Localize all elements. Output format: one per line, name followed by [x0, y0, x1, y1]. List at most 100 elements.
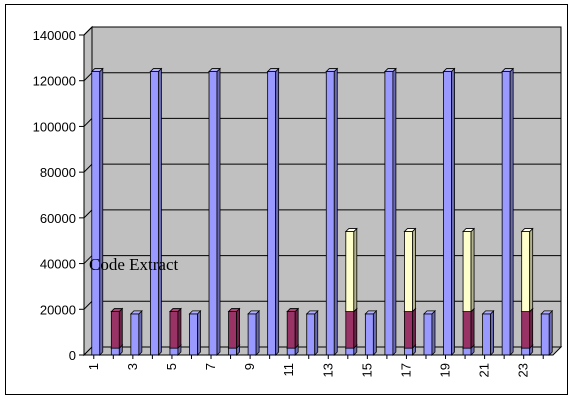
bar-segment-front — [423, 313, 433, 356]
x-tick-label: 11 — [281, 363, 296, 377]
bar-segment-front — [247, 313, 257, 356]
gridline — [83, 26, 561, 36]
bar-segment-side — [138, 309, 143, 356]
bar-segment-side — [412, 227, 416, 313]
bar-segment-side — [392, 67, 397, 356]
bar-segment-front — [169, 347, 179, 356]
x-tick-label: 3 — [125, 363, 140, 370]
bar-segment-side — [314, 309, 319, 356]
bar-segment-side — [353, 307, 358, 350]
bar-segment-front — [482, 313, 492, 356]
bar-segment-front — [521, 347, 531, 356]
bar-stack — [383, 67, 397, 356]
bar-stack — [403, 227, 417, 356]
bar-segment-front — [110, 347, 120, 356]
bar-segment-front — [208, 71, 218, 356]
bar-segment-top — [90, 68, 104, 72]
bar-segment-top — [403, 228, 417, 232]
bar-segment-top — [344, 228, 358, 232]
bar-segment-front — [501, 71, 511, 356]
bar-stack — [266, 67, 280, 356]
y-axis: 0 20000 40000 60000 80000 100000 120000 140000 — [33, 28, 85, 363]
bar-stack — [364, 309, 378, 356]
bar-segment-front — [149, 71, 159, 356]
bar-segment-side — [451, 67, 455, 356]
bar-segment-side — [509, 67, 514, 356]
bar-segment-front — [91, 71, 101, 356]
bar-segment-front — [404, 347, 413, 356]
y-tick-label: 140000 — [33, 28, 76, 43]
bar-segment-top — [520, 228, 534, 232]
bar-segment-top — [110, 308, 124, 312]
bar-segment-side — [431, 309, 436, 356]
bar-segment-top — [188, 310, 202, 315]
bar-segment-front — [540, 313, 550, 356]
bar-segment-front — [130, 313, 140, 356]
bar-stack — [247, 309, 261, 356]
y-tick-label: 40000 — [40, 257, 76, 272]
bar-segment-side — [275, 67, 280, 356]
bar-segment-front — [189, 313, 198, 356]
bar-segment-side — [177, 307, 182, 350]
bar-segment-front — [267, 71, 277, 356]
bar-segment-top — [129, 310, 143, 315]
bar-stack — [90, 67, 104, 356]
x-tick-label: 19 — [438, 363, 453, 377]
bar-stack — [168, 307, 182, 356]
bar-segment-top — [364, 310, 378, 315]
bar-segment-top — [305, 310, 319, 315]
bar-segment-side — [353, 227, 358, 313]
bar-segment-front — [286, 347, 296, 356]
bar-segment-top — [149, 68, 163, 72]
x-tick-label: 7 — [203, 363, 218, 370]
bar-segment-side — [157, 67, 162, 356]
bar-segment-top — [462, 228, 476, 232]
bar-segment-side — [255, 309, 260, 356]
y-tick-label: 60000 — [40, 211, 76, 226]
y-tick-label: 80000 — [40, 165, 76, 180]
bar-segment-side — [99, 67, 104, 356]
bar-segment-front — [443, 71, 452, 356]
bar-segment-side — [216, 67, 221, 356]
bar-segment-front — [462, 231, 472, 312]
bar-segment-front — [169, 311, 179, 349]
bar-segment-side — [548, 309, 553, 356]
bar-segment-top — [481, 310, 495, 315]
bar-segment-front — [521, 311, 531, 349]
bar-segment-front — [404, 231, 413, 312]
x-tick-label: 9 — [242, 363, 257, 370]
bar-stack — [188, 309, 202, 356]
bar-stack — [227, 307, 241, 356]
bar-stack — [344, 227, 358, 356]
bar-segment-top — [208, 68, 221, 72]
bar-segment-front — [228, 347, 237, 356]
bar-stack — [208, 67, 221, 356]
bar-stack — [423, 309, 436, 356]
bar-segment-front — [384, 71, 394, 356]
bar-segment-side — [197, 309, 201, 356]
chart-frame: 0 20000 40000 60000 80000 100000 120000 140000 … — [5, 4, 568, 395]
bar-segment-top — [325, 68, 339, 72]
x-tick-label: 1 — [86, 363, 101, 370]
bar-segment-front — [228, 311, 237, 349]
bar-segment-top — [501, 68, 515, 72]
bar-segment-front — [325, 71, 335, 356]
y-tick-label: 20000 — [40, 302, 76, 317]
bar-stack — [520, 227, 534, 356]
bar-segment-side — [529, 227, 534, 313]
bar-segment-front — [110, 311, 120, 349]
bar-segment-side — [333, 67, 338, 356]
y-tick-label: 120000 — [33, 74, 76, 89]
bar-stack — [462, 227, 476, 356]
bar-segment-front — [364, 313, 374, 356]
bar-segment-top — [383, 68, 397, 72]
bar-segment-side — [294, 307, 299, 350]
bar-stack — [305, 309, 319, 356]
bar-stack — [129, 309, 143, 356]
bar-segment-front — [345, 231, 355, 312]
bar-segment-side — [412, 307, 416, 350]
bar-segment-top — [266, 68, 280, 72]
bar-stack — [481, 309, 495, 356]
bar-stack — [442, 67, 456, 356]
y-tick-label: 0 — [69, 348, 76, 363]
